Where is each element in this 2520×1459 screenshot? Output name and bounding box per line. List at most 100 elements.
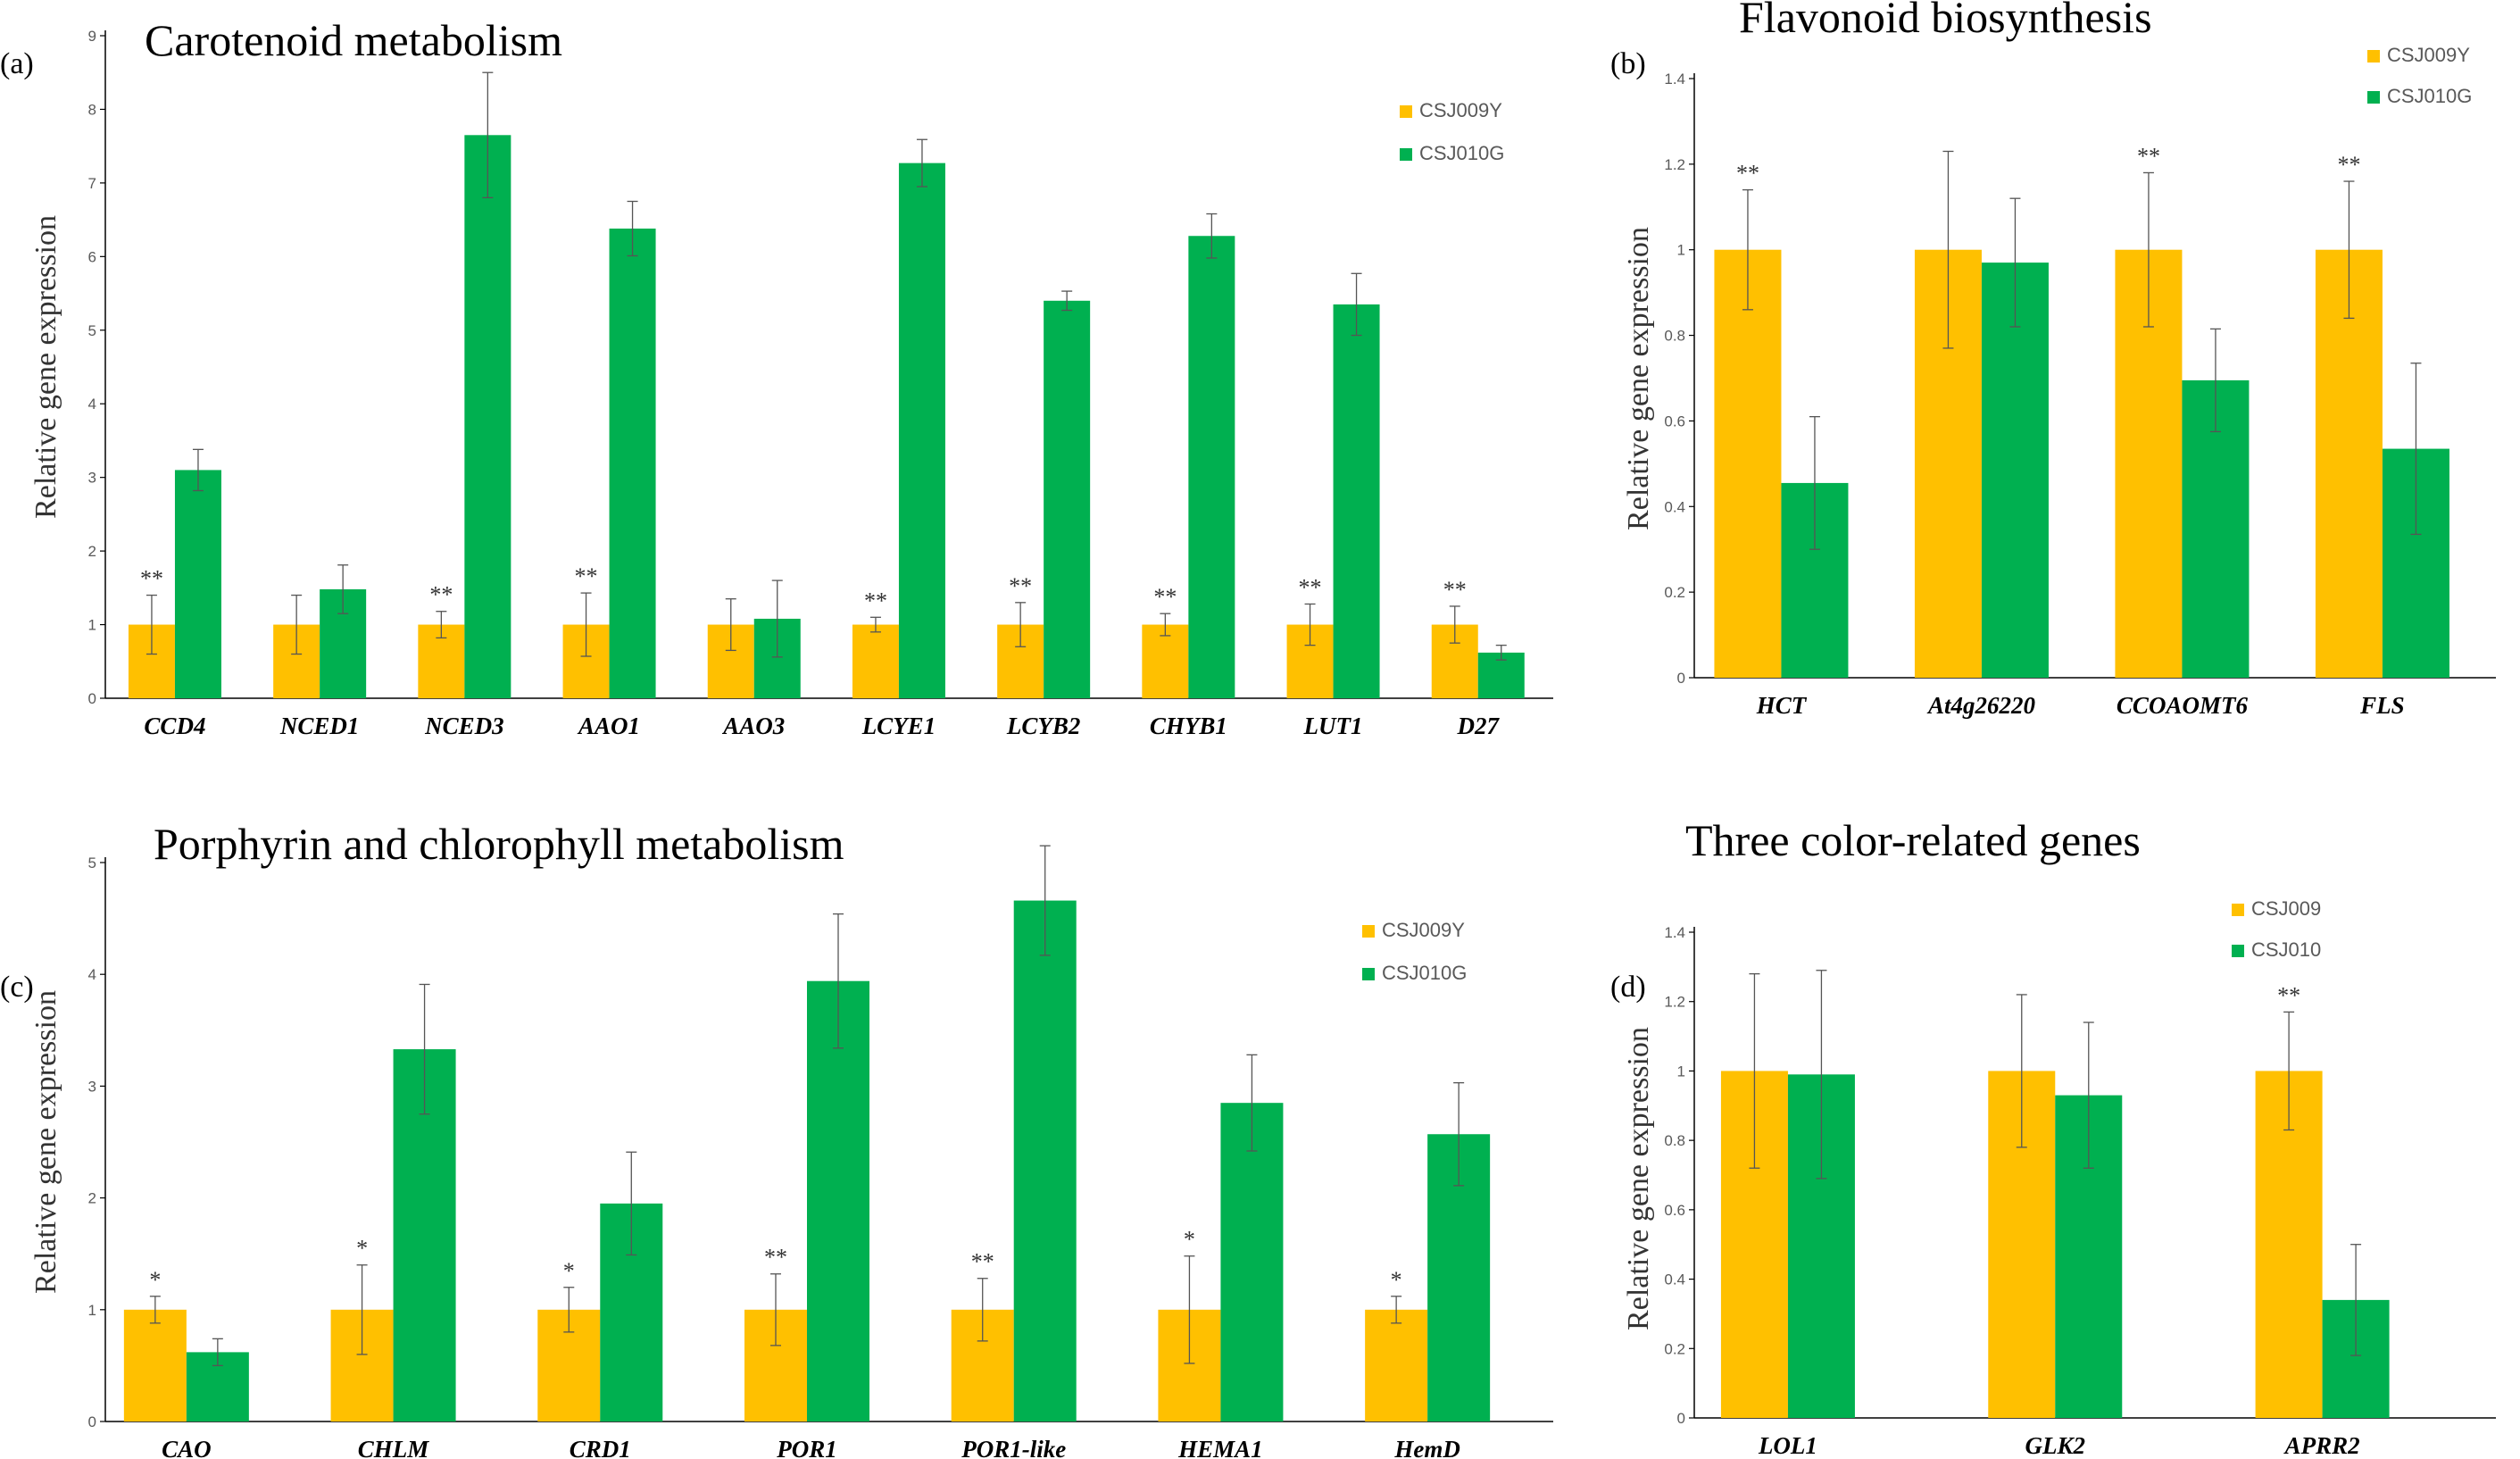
y-tick-label: 9 (88, 28, 96, 45)
x-category-label: POR1-like (961, 1436, 1066, 1459)
x-category-label: CHYB1 (1150, 713, 1227, 739)
bar-CSJ010G-LUT1 (1333, 304, 1380, 698)
bar-CSJ010G-NCED3 (464, 135, 511, 699)
x-category-label: POR1 (776, 1436, 837, 1459)
y-tick-label: 5 (88, 855, 96, 871)
panel-label: (b) (1610, 47, 1646, 80)
chart-title: Three color-related genes (1685, 815, 2141, 865)
significance-mark: ** (2277, 982, 2300, 1008)
x-category-label: AAO3 (721, 713, 785, 739)
bar-CSJ009Y-HCT (1714, 249, 1782, 678)
x-category-label: HCT (1756, 692, 1808, 719)
y-tick-label: 0.2 (1664, 584, 1685, 601)
significance-mark: ** (2337, 152, 2360, 178)
x-category-label: FLS (2359, 692, 2405, 719)
y-tick-label: 0 (1677, 1410, 1685, 1427)
y-tick-label: 1.2 (1664, 156, 1685, 173)
x-category-label: LCYE1 (861, 713, 936, 739)
significance-mark: * (563, 1258, 575, 1284)
y-tick-label: 0.6 (1664, 1202, 1685, 1219)
legend-label: CSJ010 (2251, 938, 2321, 961)
bar-CSJ009Y-LCYE1 (852, 624, 899, 698)
y-tick-label: 1.4 (1664, 924, 1685, 941)
y-tick-label: 0.8 (1664, 1132, 1685, 1149)
y-tick-label: 0.8 (1664, 328, 1685, 345)
significance-mark: ** (1009, 573, 1032, 599)
y-tick-label: 0 (88, 1413, 96, 1430)
bar-CSJ010G-LCYB2 (1044, 300, 1091, 698)
significance-mark: ** (1299, 574, 1322, 600)
y-tick-label: 1.2 (1664, 994, 1685, 1011)
bar-CSJ010G-POR1-like (1013, 900, 1077, 1421)
significance-mark: ** (2137, 143, 2160, 169)
x-category-label: GLK2 (2025, 1432, 2086, 1459)
legend-label: CSJ009 (2251, 897, 2321, 920)
chart-title: Carotenoid metabolism (145, 15, 562, 65)
x-category-label: CAO (162, 1436, 212, 1459)
x-category-label: LUT1 (1303, 713, 1363, 739)
y-tick-label: 3 (88, 1078, 96, 1095)
bar-CSJ010G-CCD4 (174, 470, 221, 698)
bar-CSJ009Y-CAO (123, 1309, 187, 1421)
y-tick-label: 8 (88, 101, 96, 118)
significance-mark: * (149, 1267, 161, 1293)
legend-swatch (1400, 105, 1412, 118)
legend-swatch (1400, 148, 1412, 161)
bar-CSJ009Y-HemD (1365, 1309, 1428, 1421)
legend-label: CSJ009Y (1419, 99, 1502, 121)
significance-mark: ** (971, 1249, 994, 1275)
significance-mark: ** (140, 566, 163, 592)
significance-mark: ** (764, 1245, 787, 1271)
chart-title: Porphyrin and chlorophyll metabolism (154, 819, 844, 869)
y-axis-title: Relative gene expression (29, 990, 62, 1294)
legend-swatch (2367, 50, 2380, 63)
x-category-label: APRR2 (2283, 1432, 2360, 1459)
bar-CSJ010G-HEMA1 (1220, 1103, 1284, 1421)
chart-title: Flavonoid biosynthesis (1739, 0, 2152, 42)
y-tick-label: 4 (88, 396, 96, 413)
y-tick-label: 2 (88, 1190, 96, 1207)
y-tick-label: 0 (88, 690, 96, 707)
significance-mark: * (1391, 1267, 1402, 1293)
y-tick-label: 1 (1677, 242, 1685, 259)
chart-a: 0 1 2 3 4 5 6 7 8 9 ** CCD4 NCED1 ** NCED3 ** AAO1 AAO3 **… (0, 15, 1553, 739)
x-category-label: AAO1 (577, 713, 640, 739)
y-axis-title: Relative gene expression (29, 215, 62, 519)
legend-swatch (1362, 968, 1375, 980)
bar-CSJ009Y-FLS (2315, 249, 2383, 678)
bar-CSJ010G-AAO1 (609, 229, 656, 698)
legend-swatch (1362, 925, 1375, 938)
significance-mark: ** (1443, 577, 1467, 603)
chart-d: 0 0.2 0.4 0.6 0.8 1 1.2 1.4 LOL1 GLK2 ** APRR2 Relat… (1610, 815, 2496, 1459)
y-tick-label: 0.4 (1664, 1271, 1685, 1288)
y-tick-label: 1 (88, 617, 96, 634)
y-axis-title: Relative gene expression (1622, 227, 1655, 530)
y-tick-label: 0 (1677, 670, 1685, 687)
x-category-label: LOL1 (1758, 1432, 1817, 1459)
chart-c: 0 1 2 3 4 5 * CAO * CHLM * CRD1 ** POR1 ** POR1-like * HE… (0, 819, 1553, 1459)
significance-mark: ** (429, 582, 453, 608)
significance-mark: * (1184, 1227, 1195, 1253)
x-category-label: CCOAOMT6 (2117, 692, 2249, 719)
x-category-label: At4g26220 (1926, 692, 2036, 719)
x-category-label: CHLM (358, 1436, 430, 1459)
y-axis-title: Relative gene expression (1622, 1027, 1655, 1330)
significance-mark: ** (575, 563, 598, 589)
significance-mark: * (356, 1236, 368, 1262)
y-tick-label: 0.2 (1664, 1340, 1685, 1357)
y-tick-label: 6 (88, 248, 96, 265)
y-tick-label: 5 (88, 322, 96, 339)
panel-label: (d) (1610, 971, 1646, 1004)
legend-swatch (2232, 945, 2244, 957)
significance-mark: ** (864, 588, 887, 613)
bar-CSJ009Y-CHYB1 (1142, 624, 1189, 698)
y-tick-label: 1 (1677, 1063, 1685, 1080)
y-tick-label: 7 (88, 175, 96, 192)
significance-mark: ** (1736, 161, 1759, 187)
legend-label: CSJ009Y (1382, 919, 1465, 941)
y-tick-label: 1 (88, 1302, 96, 1319)
legend-swatch (2367, 91, 2380, 104)
bar-CSJ010G-POR1 (806, 980, 869, 1421)
x-category-label: NCED3 (424, 713, 504, 739)
